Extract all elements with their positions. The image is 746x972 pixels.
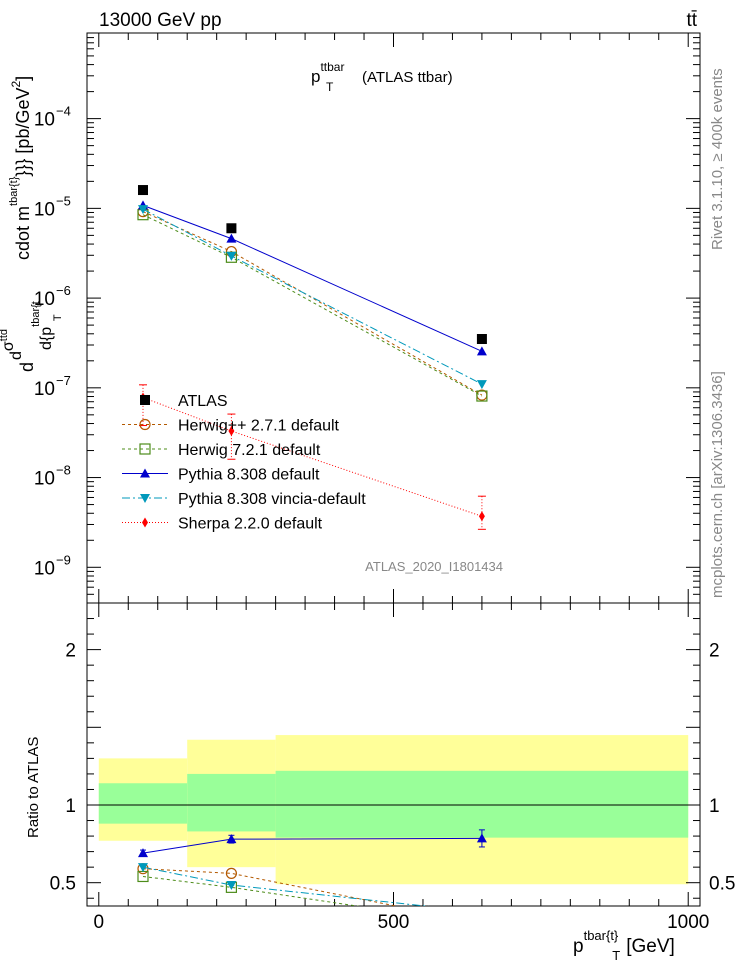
- ylabel-d1: d: [17, 362, 37, 372]
- legend-label: Sherpa 2.2.0 default: [178, 516, 323, 533]
- y-tick-label: 10: [34, 379, 55, 400]
- ratio-series-group: [137, 829, 487, 906]
- xlabel: ptbar{t} T [GeV]: [573, 928, 675, 963]
- x-tick-label: 0: [93, 912, 104, 933]
- ratio-band-inner: [275, 770, 689, 838]
- xlabel-sub: T: [612, 948, 620, 963]
- data-point: [476, 380, 487, 390]
- y-tick-label: 10: [34, 469, 55, 490]
- header-energy: 13000 GeV pp: [99, 10, 222, 31]
- y-tick-label: 10: [34, 110, 55, 131]
- ratio-point: [137, 863, 148, 873]
- data-point: [228, 426, 235, 437]
- data-point: [476, 390, 488, 402]
- ratio-point: [476, 833, 487, 843]
- ylabel-d3: d: [38, 341, 55, 350]
- ylabel-p: {p: [38, 327, 55, 341]
- legend-marker: [139, 443, 151, 455]
- series-line: [142, 208, 483, 385]
- analysis-watermark: ATLAS_2020_I1801434: [365, 559, 503, 574]
- y-tick-label: 10: [34, 558, 55, 579]
- legend-label: Pythia 8.308 vincia-default: [178, 491, 366, 508]
- data-point: [226, 251, 237, 261]
- y-tick-label: 10: [34, 199, 55, 220]
- ylabel-T: T: [52, 314, 64, 321]
- legend-marker: [140, 395, 150, 405]
- header-process: tt̄: [686, 10, 697, 31]
- data-point: [478, 511, 485, 522]
- main-series: [137, 185, 488, 530]
- data-point: [226, 223, 237, 234]
- rivet-label: Rivet 3.1.10, ≥ 400k events: [709, 68, 726, 250]
- series-line: [142, 204, 483, 352]
- ratio-bands: [98, 735, 689, 885]
- xlabel-unit: [GeV]: [626, 936, 675, 957]
- ratio-y-tick-label-right: 2: [709, 641, 720, 662]
- ratio-y-tick-label: 2: [65, 641, 76, 662]
- x-tick-label: 1000: [667, 912, 709, 933]
- ylabel-frac-den: d{ptbar{t T: [30, 301, 64, 350]
- series-line: [142, 214, 483, 397]
- series-line: [142, 397, 483, 517]
- ratio-y-tick-label: 1: [65, 796, 76, 817]
- ratio-point: [137, 848, 148, 858]
- ratio-series: [137, 829, 487, 906]
- data-point: [226, 233, 237, 243]
- legend-label: ATLAS: [178, 393, 228, 410]
- ratio-ylabel: Ratio to ATLAS: [25, 737, 42, 838]
- plot-title: pttbar T (ATLAS ttbar): [311, 60, 453, 94]
- data-point: [137, 205, 148, 215]
- ylabel-ttd: ttd: [0, 329, 10, 341]
- ylabel-frac-num: dσttd: [0, 329, 25, 360]
- ylabel-d2: d: [8, 351, 25, 360]
- legend-marker: [140, 468, 150, 478]
- ylabel-tbar: tbar{t: [30, 301, 42, 327]
- xlabel-sup: tbar{t}: [584, 928, 619, 943]
- legend-label: Herwig 7.2.1 default: [178, 442, 321, 459]
- y-tick-label-exponent: −9: [56, 552, 71, 567]
- main-axis-ticks: 10−910−810−710−610−510−4: [34, 37, 700, 604]
- plot-title-sub: T: [326, 80, 334, 94]
- plot-title-main: p: [311, 67, 320, 86]
- ratio-y-tick-label-right: 0.5: [709, 874, 735, 895]
- xlabel-main: p: [573, 936, 584, 957]
- y-tick-label-exponent: −8: [56, 463, 71, 478]
- mcplots-label: mcplots.cern.ch [arXiv:1306.3436]: [709, 371, 726, 598]
- y-tick-label-exponent: −6: [56, 283, 71, 298]
- y-tick-label-exponent: −7: [56, 373, 71, 388]
- y-tick-label: 10: [34, 289, 55, 310]
- legend-marker: [139, 418, 151, 431]
- y-tick-label-exponent: −5: [56, 193, 71, 208]
- plot-title-rest: (ATLAS ttbar): [362, 69, 453, 86]
- ylabel-pow: 2: [9, 81, 23, 88]
- legend-marker: [142, 517, 148, 528]
- ylabel-mtbar: tbar{t}: [8, 176, 20, 206]
- ylabel-sigma: σ: [0, 341, 17, 351]
- data-point: [476, 334, 487, 345]
- main-ylabel: ddσttdd{ptbar{t Tcdot mtbar{t}}}} [pb/GeV…: [0, 76, 64, 372]
- legend-label: Pythia 8.308 default: [178, 467, 320, 484]
- ratio-y-tick-label-right: 1: [709, 796, 720, 817]
- ratio-band-inner: [98, 783, 188, 824]
- ratio-point: [226, 881, 237, 891]
- legend: ATLAS Herwig++ 2.7.1 default Herwig 7.2.1 …: [122, 393, 366, 533]
- legend-label: Herwig++ 2.7.1 default: [178, 418, 340, 435]
- ratio-point: [226, 834, 237, 844]
- ylabel-units: }}} [pb/GeV: [13, 88, 33, 177]
- plot-title-sup: ttbar: [320, 60, 344, 74]
- ylabel-close: ]: [13, 76, 33, 81]
- ratio-point: [225, 867, 238, 879]
- x-tick-label: 500: [378, 912, 410, 933]
- ylabel-cdot: cdot m: [13, 206, 33, 260]
- ratio-band-inner: [187, 773, 276, 832]
- legend-marker: [140, 494, 150, 503]
- ratio-y-tick-label: 0.5: [50, 874, 76, 895]
- data-point: [476, 346, 487, 356]
- ratio-line: [142, 866, 430, 906]
- data-point: [137, 185, 148, 196]
- y-tick-label-exponent: −4: [56, 104, 71, 119]
